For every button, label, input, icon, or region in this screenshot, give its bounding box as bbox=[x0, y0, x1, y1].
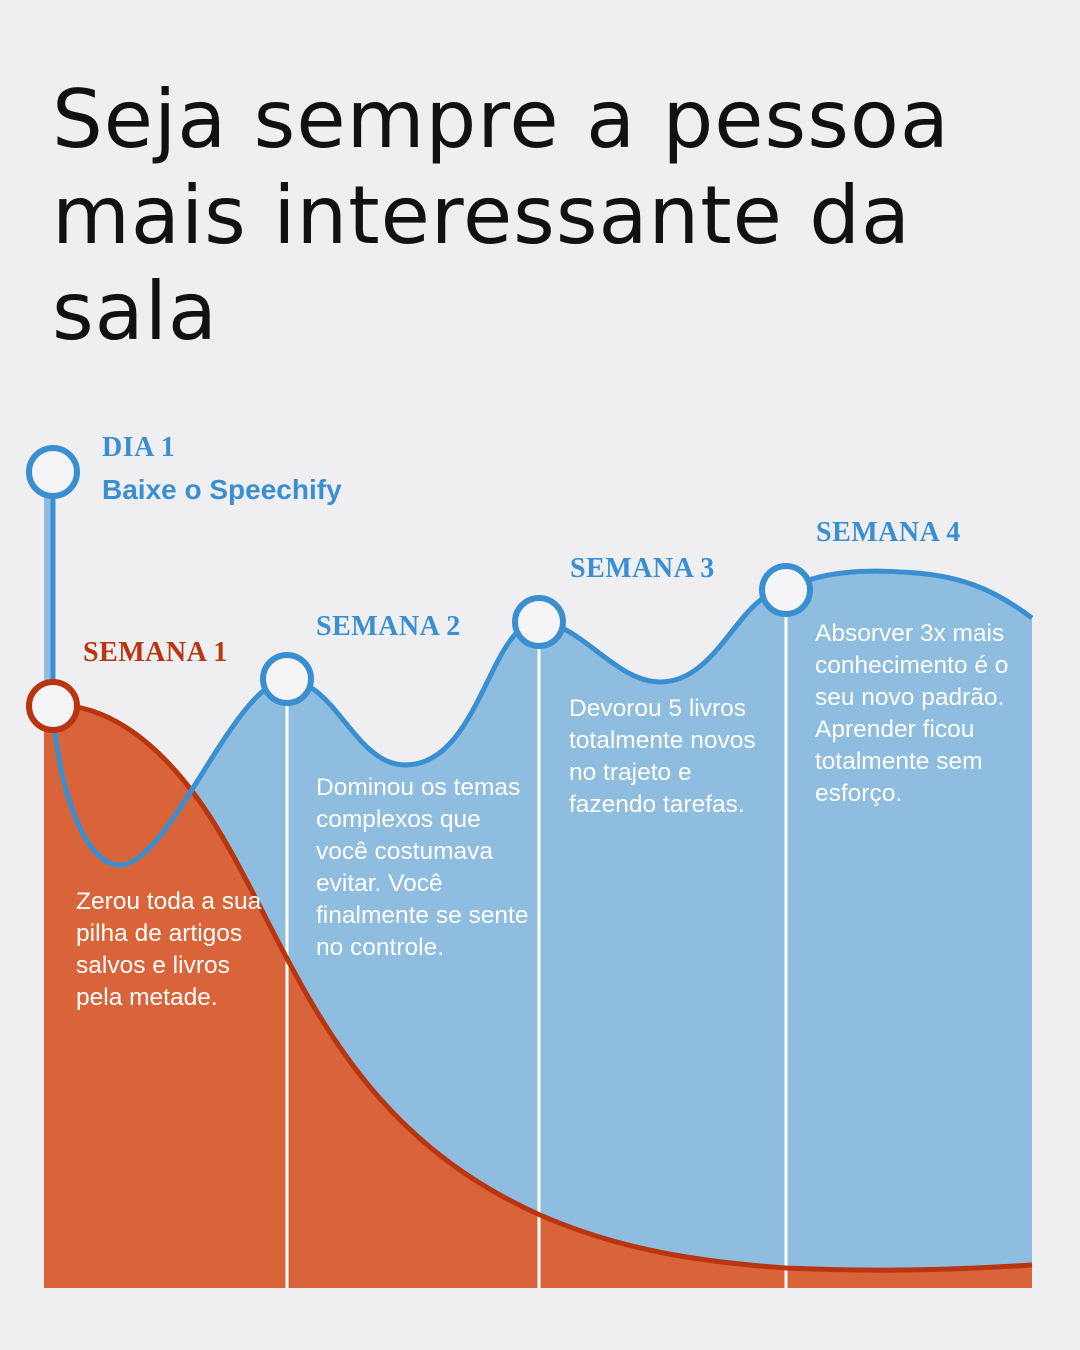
milestone-marker-semana2 bbox=[260, 652, 314, 706]
semana1-text: Zerou toda a sua pilha de artigos salvos… bbox=[76, 888, 262, 1011]
semana4-text: Absorver 3x mais conhecimento é o seu no… bbox=[815, 620, 1009, 807]
dia1-label: DIA 1 bbox=[102, 432, 176, 463]
dia1-text: Baixe o Speechify bbox=[102, 474, 342, 505]
semana2-text: Dominou os temas complexos que você cost… bbox=[316, 774, 529, 961]
semana4-label: SEMANA 4 bbox=[816, 517, 961, 548]
semana2-label: SEMANA 2 bbox=[316, 611, 461, 642]
semana3-text: Devorou 5 livros totalmente novos no tra… bbox=[569, 695, 756, 818]
milestone-marker-semana4 bbox=[759, 563, 813, 617]
milestone-marker-semana1 bbox=[26, 679, 80, 733]
semana1-label: SEMANA 1 bbox=[83, 637, 228, 668]
milestone-marker-dia1 bbox=[26, 445, 80, 499]
red-area bbox=[44, 700, 1032, 1288]
blue-curve bbox=[50, 472, 1034, 868]
milestone-marker-semana3 bbox=[512, 595, 566, 649]
page-title: Seja sempre a pessoa mais interessante d… bbox=[52, 73, 950, 358]
semana3-label: SEMANA 3 bbox=[570, 553, 715, 584]
